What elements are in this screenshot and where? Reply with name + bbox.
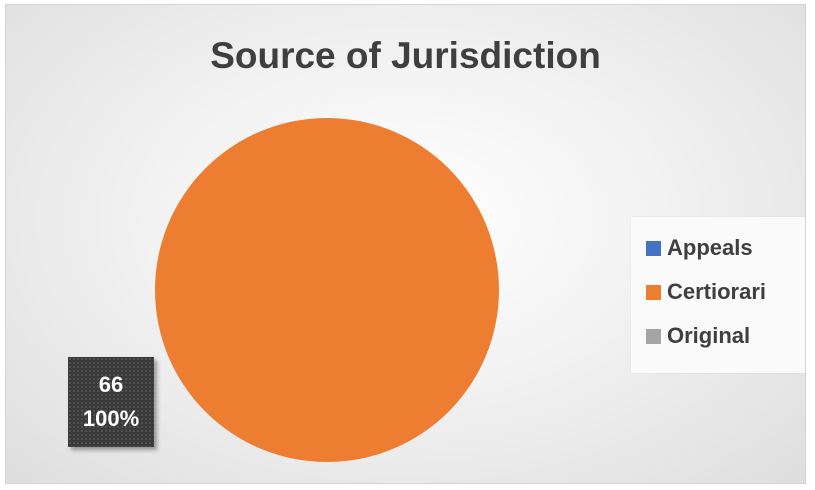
chart-title: Source of Jurisdiction [210, 35, 601, 76]
pie-slices [155, 118, 499, 462]
legend: Appeals Certiorari Original [631, 217, 805, 373]
legend-label-certiorari: Certiorari [667, 279, 767, 304]
legend-item-appeals: Appeals [646, 235, 753, 261]
legend-swatch-certiorari [646, 284, 661, 300]
legend-swatch-original [646, 328, 661, 344]
data-label-value: 66 [98, 372, 124, 397]
data-label-certiorari: 66 100% [68, 357, 154, 447]
chart-area: Source of Jurisdiction Appeals Certiorar… [5, 4, 806, 484]
legend-item-original: Original [646, 323, 750, 349]
pie-slice-certiorari [155, 118, 499, 462]
pie-chart [155, 118, 499, 462]
data-label-percent: 100% [82, 406, 140, 431]
legend-swatch-appeals [646, 240, 661, 256]
legend-item-certiorari: Certiorari [646, 279, 766, 305]
legend-label-appeals: Appeals [667, 235, 753, 260]
legend-label-original: Original [667, 323, 751, 348]
